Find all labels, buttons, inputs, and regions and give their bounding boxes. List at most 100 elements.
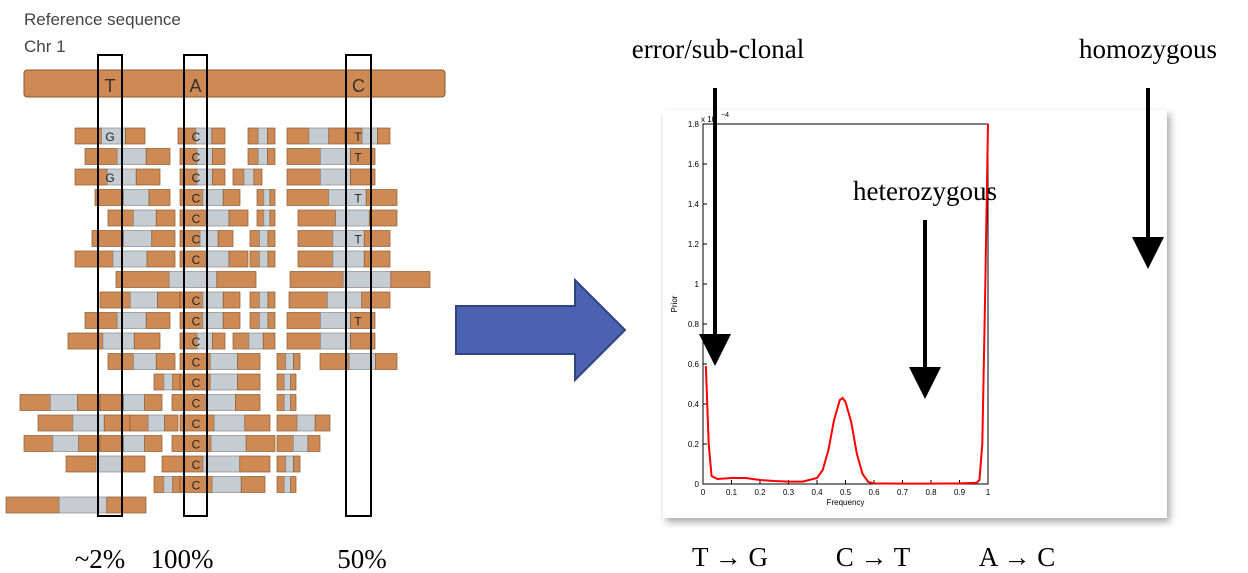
read-segment xyxy=(232,332,250,350)
read-segment xyxy=(375,353,398,370)
read-segment xyxy=(259,312,269,329)
read-segment xyxy=(145,312,171,329)
read-segment xyxy=(240,476,266,493)
read-segment xyxy=(276,455,287,473)
read-segment xyxy=(212,148,226,165)
read-segment xyxy=(350,168,376,186)
read-segment xyxy=(257,148,268,165)
x-tick-label: 0.5 xyxy=(840,488,852,497)
x-tick-label: 0.3 xyxy=(783,488,795,497)
read-segment xyxy=(84,312,118,329)
read-segment xyxy=(290,394,297,411)
x-tick-label: 0.7 xyxy=(897,488,909,497)
read-segment xyxy=(210,435,247,452)
read-segment xyxy=(172,476,181,493)
read-segment xyxy=(308,127,330,145)
read-segment xyxy=(253,168,263,186)
read-segment xyxy=(125,127,146,145)
read-segment xyxy=(133,353,157,370)
y-exponent: −4 xyxy=(721,112,729,119)
read-base: C xyxy=(192,151,201,165)
read-segment xyxy=(155,353,176,370)
read-segment xyxy=(94,189,124,206)
read-segment xyxy=(23,435,54,452)
read-segment xyxy=(222,291,241,309)
read-segment xyxy=(296,414,316,432)
read-segment xyxy=(135,168,161,186)
read-segment xyxy=(247,127,259,145)
read-segment xyxy=(222,312,241,329)
read-segment xyxy=(99,435,124,452)
read-segment xyxy=(328,127,346,145)
read-segment xyxy=(276,394,285,411)
read-segment xyxy=(292,435,309,452)
read-segment xyxy=(148,189,171,206)
read-base: T xyxy=(354,233,362,247)
read-segment xyxy=(157,291,181,309)
substitution: A → C xyxy=(979,542,1056,572)
y-tick-label: 1.6 xyxy=(688,160,700,169)
annotation: homozygous xyxy=(1079,34,1217,64)
chart: 0 0.2 0.4 0.6 0.8 1 1.2 1.4 1.6 1.8 0 0.1 0.2 0.3 0.4 0… xyxy=(670,112,991,507)
read-segment xyxy=(237,373,261,391)
read-segment xyxy=(95,455,124,473)
read-segment xyxy=(171,394,206,411)
percentage: 50% xyxy=(337,544,387,573)
read-segment xyxy=(103,414,131,432)
read-segment xyxy=(249,250,260,268)
read-segment xyxy=(327,291,363,309)
y-tick-label: 1.4 xyxy=(688,200,700,209)
read-segment xyxy=(58,496,108,514)
read-segment xyxy=(368,209,398,227)
read-segment xyxy=(216,271,257,288)
read-segment xyxy=(361,291,391,309)
y-tick-label: 1.8 xyxy=(688,120,700,129)
read-segment xyxy=(210,353,238,370)
read-segment xyxy=(74,168,108,186)
read-segment xyxy=(212,332,226,350)
substitution: C → T xyxy=(836,542,911,572)
read-segment xyxy=(37,414,74,432)
read-segment xyxy=(228,209,249,227)
data-line xyxy=(704,123,989,485)
read-segment xyxy=(289,271,344,288)
read-segment xyxy=(276,476,285,493)
read-segment xyxy=(249,312,260,329)
read-segment xyxy=(314,414,331,432)
read-segment xyxy=(290,373,297,391)
read-base: C xyxy=(192,294,201,308)
read-segment xyxy=(244,414,271,432)
read-base: C xyxy=(192,315,201,329)
read-base: T xyxy=(354,192,362,206)
read-segment xyxy=(286,189,330,206)
read-segment xyxy=(267,291,276,309)
read-base: C xyxy=(192,233,201,247)
read-segment xyxy=(153,476,165,493)
read-segment xyxy=(262,332,276,350)
read-segment xyxy=(77,394,101,411)
chromosome-label: Chr 1 xyxy=(24,37,66,56)
read-segment xyxy=(239,455,271,473)
read-segment xyxy=(205,250,230,268)
read-segment xyxy=(222,189,241,206)
read-segment xyxy=(297,230,334,247)
read-segment xyxy=(99,291,131,309)
read-segment xyxy=(286,312,321,329)
read-segment xyxy=(228,250,249,268)
read-segment xyxy=(164,414,179,432)
read-base: C xyxy=(192,479,201,493)
column-box xyxy=(345,54,372,517)
reference-base: C xyxy=(352,76,365,96)
read-segment xyxy=(232,168,245,186)
percentage: ~2% xyxy=(75,544,126,573)
read-segment xyxy=(151,230,176,247)
read-segment xyxy=(286,168,321,186)
read-segment xyxy=(205,394,236,411)
read-segment xyxy=(123,394,145,411)
read-segment xyxy=(115,271,170,288)
read-segment xyxy=(276,353,287,370)
read-segment xyxy=(84,148,118,165)
read-segment xyxy=(133,209,157,227)
read-segment xyxy=(213,414,246,432)
